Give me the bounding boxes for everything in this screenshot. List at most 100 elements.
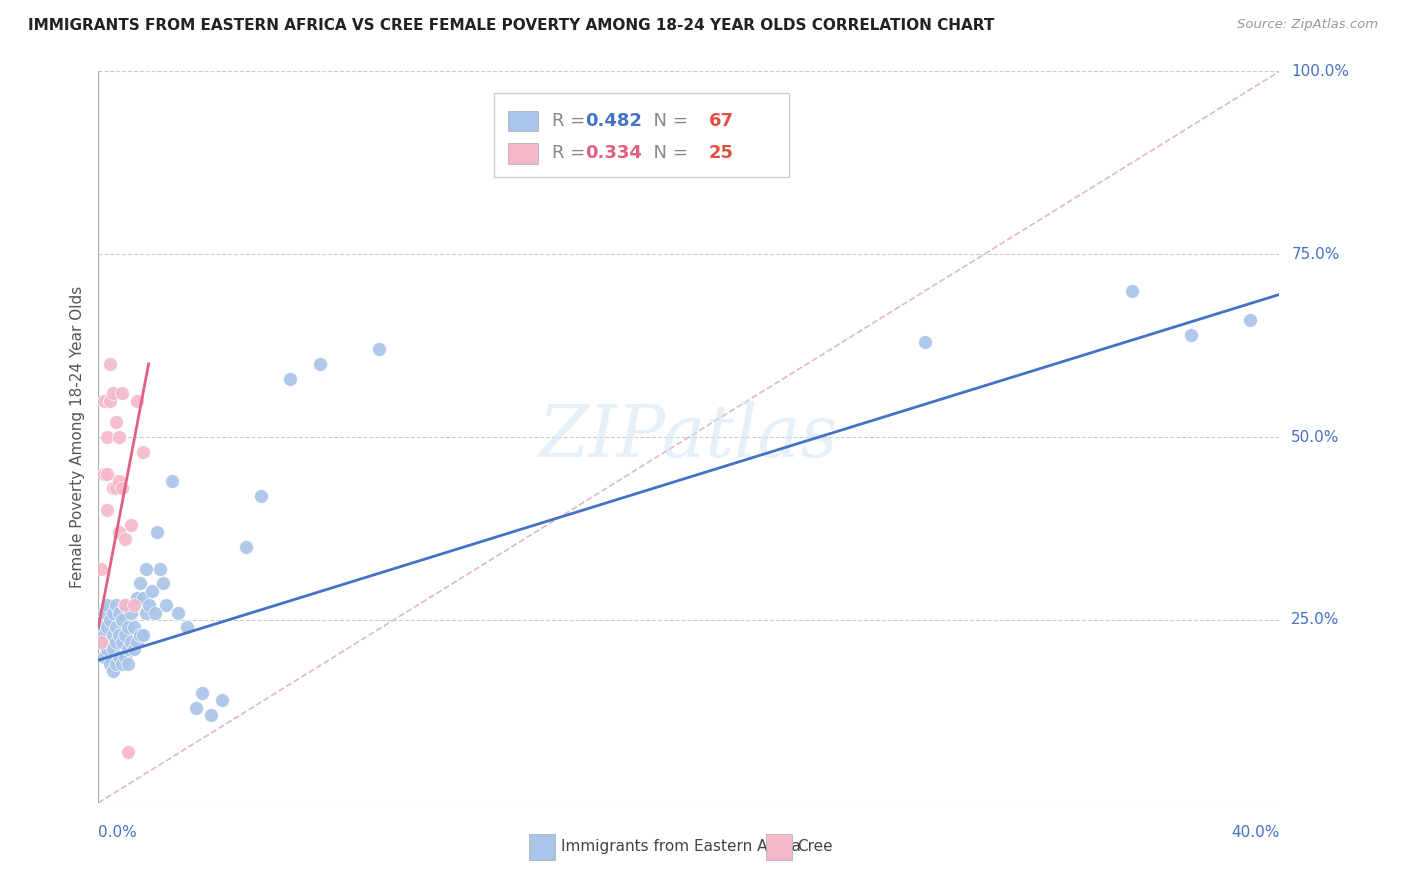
Point	[117, 620, 139, 634]
Point	[117, 642, 139, 657]
Point	[120, 635, 142, 649]
Point	[914, 334, 936, 349]
Point	[98, 635, 121, 649]
Text: 100.0%: 100.0%	[1291, 64, 1350, 78]
Point	[143, 606, 166, 620]
Point	[103, 627, 125, 641]
Text: 75.0%: 75.0%	[1291, 247, 1340, 261]
Point	[96, 503, 118, 517]
Point	[125, 635, 148, 649]
Point	[122, 642, 145, 657]
Point	[152, 576, 174, 591]
Point	[138, 599, 160, 613]
Bar	[766, 833, 792, 860]
Point	[108, 627, 131, 641]
Point	[96, 620, 118, 634]
Point	[146, 525, 169, 540]
Point	[103, 642, 125, 657]
Bar	[494, 94, 789, 178]
Point	[149, 562, 172, 576]
Point	[93, 467, 115, 481]
Point	[211, 693, 233, 707]
Bar	[508, 143, 537, 163]
Text: 0.334: 0.334	[585, 145, 643, 162]
Point	[105, 416, 128, 430]
Point	[93, 649, 115, 664]
Point	[93, 606, 115, 620]
Point	[98, 613, 121, 627]
Point	[111, 481, 134, 495]
Point	[111, 635, 134, 649]
Point	[1121, 284, 1143, 298]
Text: 67: 67	[709, 112, 734, 130]
Point	[141, 583, 163, 598]
Point	[250, 489, 273, 503]
Text: R =: R =	[553, 145, 591, 162]
Point	[184, 700, 207, 714]
Text: ZIPatlas: ZIPatlas	[538, 401, 839, 473]
Point	[135, 606, 157, 620]
Point	[90, 635, 112, 649]
Point	[108, 649, 131, 664]
Point	[117, 657, 139, 671]
Text: 40.0%: 40.0%	[1232, 825, 1279, 839]
Point	[111, 386, 134, 401]
Point	[111, 613, 134, 627]
Point	[132, 444, 155, 458]
Text: IMMIGRANTS FROM EASTERN AFRICA VS CREE FEMALE POVERTY AMONG 18-24 YEAR OLDS CORR: IMMIGRANTS FROM EASTERN AFRICA VS CREE F…	[28, 18, 994, 33]
Point	[98, 393, 121, 408]
Point	[93, 627, 115, 641]
Point	[200, 708, 222, 723]
Point	[167, 606, 190, 620]
Point	[280, 371, 302, 385]
Point	[114, 649, 136, 664]
Point	[105, 481, 128, 495]
Point	[96, 430, 118, 444]
Point	[1239, 313, 1261, 327]
Point	[122, 620, 145, 634]
Point	[108, 525, 131, 540]
Point	[103, 664, 125, 678]
Point	[191, 686, 214, 700]
Text: 0.482: 0.482	[585, 112, 643, 130]
Point	[309, 357, 332, 371]
Point	[105, 599, 128, 613]
Point	[155, 599, 177, 613]
Text: N =: N =	[641, 145, 693, 162]
Point	[108, 474, 131, 488]
Point	[90, 562, 112, 576]
Point	[117, 599, 139, 613]
Point	[368, 343, 391, 357]
Text: Immigrants from Eastern Africa: Immigrants from Eastern Africa	[561, 839, 801, 855]
Point	[132, 627, 155, 641]
Point	[120, 606, 142, 620]
Point	[128, 576, 150, 591]
Point	[1180, 327, 1202, 342]
Point	[132, 591, 155, 605]
Point	[117, 745, 139, 759]
Point	[105, 635, 128, 649]
Text: Source: ZipAtlas.com: Source: ZipAtlas.com	[1237, 18, 1378, 31]
Point	[103, 606, 125, 620]
Point	[135, 562, 157, 576]
Point	[125, 591, 148, 605]
Point	[98, 357, 121, 371]
Point	[120, 517, 142, 532]
Point	[93, 393, 115, 408]
Point	[125, 393, 148, 408]
Point	[128, 627, 150, 641]
Point	[108, 606, 131, 620]
Point	[103, 481, 125, 495]
Text: 0.0%: 0.0%	[98, 825, 138, 839]
Point	[162, 474, 183, 488]
Point	[114, 599, 136, 613]
Text: R =: R =	[553, 112, 591, 130]
Bar	[530, 833, 555, 860]
Point	[98, 657, 121, 671]
Point	[235, 540, 257, 554]
Text: Cree: Cree	[797, 839, 834, 855]
Point	[90, 635, 112, 649]
Point	[96, 642, 118, 657]
Text: 25.0%: 25.0%	[1291, 613, 1340, 627]
Point	[105, 620, 128, 634]
